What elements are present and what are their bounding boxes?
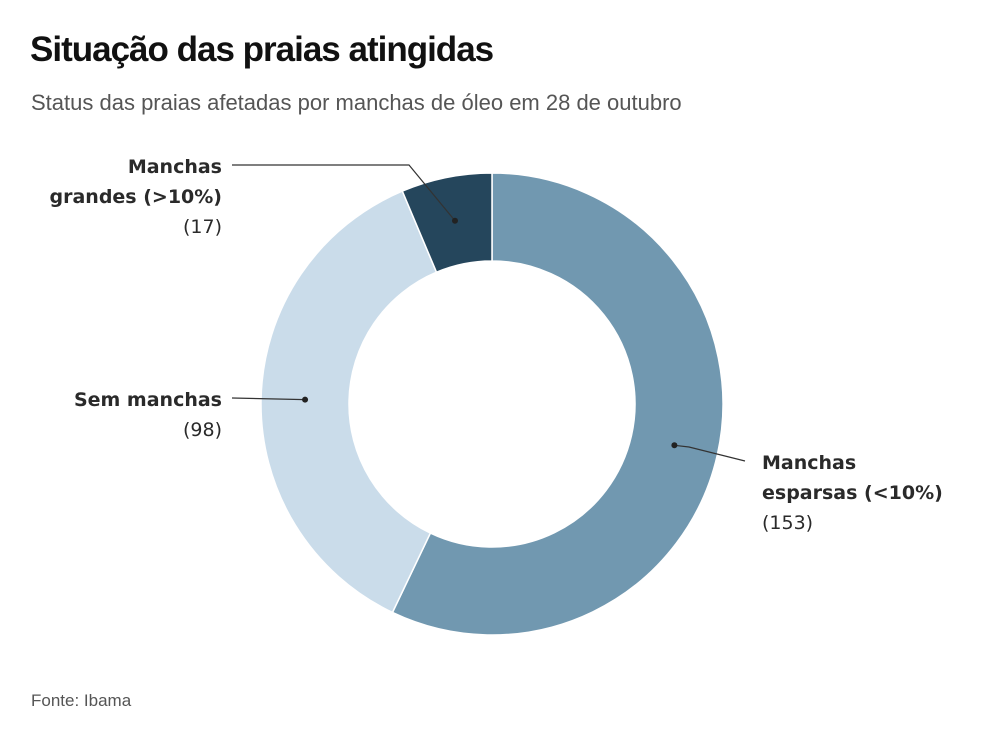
leader-line-grandes (232, 164, 456, 222)
leader-dot-esparsas (671, 442, 678, 449)
slice-sem (260, 190, 438, 614)
leader-line-sem (231, 397, 306, 401)
leader-lines (231, 164, 746, 462)
leader-line-esparsas (674, 444, 746, 462)
slice-label-grandes: Manchas (128, 156, 222, 178)
slice-label-esparsas: esparsas (<10%) (762, 482, 943, 504)
slice-count-grandes: (17) (183, 216, 222, 238)
slice-label-grandes: grandes (>10%) (50, 186, 223, 208)
slice-esparsas (391, 172, 724, 636)
slice-label-esparsas: Manchas (762, 452, 856, 474)
donut-slices (260, 172, 724, 636)
leader-dot-sem (302, 396, 309, 403)
slice-count-esparsas: (153) (762, 512, 813, 534)
slice-labels: Manchas esparsas (<10%) (153) Sem manchas (9… (50, 156, 943, 534)
source-note: Fonte: Ibama (31, 691, 132, 710)
slice-label-sem: Sem manchas (74, 389, 222, 411)
chart-title: Situação das praias atingidas (30, 30, 494, 69)
slice-grandes (401, 172, 493, 274)
leader-dot-grandes (451, 217, 458, 224)
slice-count-sem: (98) (183, 419, 222, 441)
chart-subtitle: Status das praias afetadas por manchas d… (31, 90, 682, 115)
